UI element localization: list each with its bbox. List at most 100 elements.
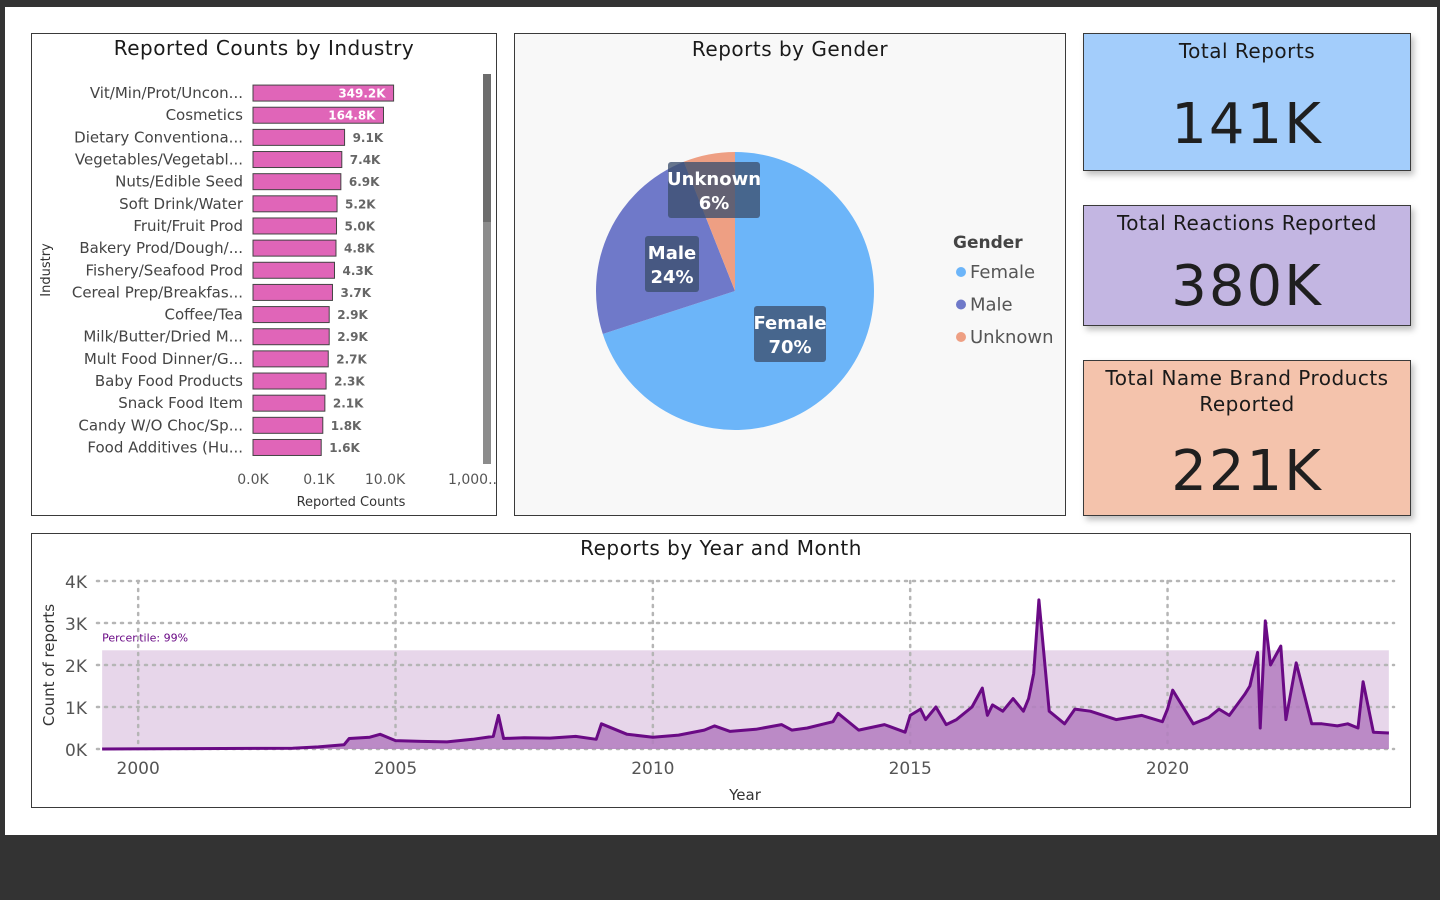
total-reports-card[interactable]: Total Reports 141K [1083, 33, 1411, 171]
timeline-x-tick-label: 2010 [631, 759, 674, 779]
pie-label-background [645, 236, 699, 292]
timeline-y-tick-label: 0K [65, 741, 88, 761]
industry-bar-value-label: 349.2K [338, 87, 386, 101]
industry-bar [252, 372, 327, 390]
industry-category-label: Food Additives (Hu... [87, 438, 243, 456]
industry-bar [252, 128, 346, 146]
gender-chart-title: Reports by Gender [691, 37, 889, 61]
industry-category-label: Candy W/O Choc/Sp... [78, 416, 243, 434]
industry-bar-value-label: 2.9K [337, 308, 368, 322]
industry-chart-title: Reported Counts by Industry [113, 36, 415, 60]
industry-bar [252, 416, 324, 434]
legend-label-female: Female [970, 262, 1035, 283]
pie-label-background [668, 162, 760, 218]
industry-bar-value-label: 9.1K [353, 131, 384, 145]
industry-y-axis-title: Industry [39, 243, 54, 297]
industry-x-tick-label: 0.0K [237, 472, 269, 488]
industry-scrollbar-lower [483, 222, 491, 464]
industry-bar-value-label: 2.7K [336, 352, 367, 366]
industry-x-tick-label: 1,000.... [448, 472, 496, 488]
total-brands-label: Total Name Brand Products Reported [1105, 366, 1389, 416]
industry-bar [252, 438, 322, 456]
industry-chart-panel[interactable]: Reported Counts by Industry Vit/Min/Prot… [31, 33, 497, 516]
industry-bar-value-label: 7.4K [350, 153, 381, 167]
total-brands-card[interactable]: Total Name Brand Products Reported 221K [1083, 360, 1411, 516]
industry-category-label: Cosmetics [166, 106, 244, 124]
total-reports-label: Total Reports [1178, 39, 1316, 63]
timeline-line [102, 598, 1389, 751]
industry-category-label: Mult Food Dinner/G... [84, 350, 243, 368]
industry-category-label: Fishery/Seafood Prod [85, 261, 243, 279]
timeline-y-tick-label: 4K [65, 573, 88, 593]
industry-bar [252, 173, 342, 191]
total-brands-value: 221K [1171, 439, 1323, 504]
industry-bar-value-label: 5.0K [345, 219, 376, 233]
industry-bar-value-label: 2.9K [337, 330, 368, 344]
industry-bar [252, 151, 343, 169]
industry-x-tick-label: 10.0K [365, 472, 406, 488]
industry-scrollbar-thumb [483, 74, 491, 222]
timeline-x-tick-label: 2000 [117, 759, 160, 779]
legend-marker-female [956, 267, 966, 277]
industry-bar-value-label: 164.8K [328, 109, 376, 123]
timeline-chart-panel[interactable]: Reports by Year and Month Percentile: 99… [31, 533, 1411, 808]
industry-bar [252, 350, 329, 368]
industry-bar-value-label: 5.2K [345, 197, 376, 211]
industry-bar-value-label: 4.8K [344, 242, 375, 256]
pie-slice-name-label: Male [648, 243, 696, 264]
industry-bar-value-label: 6.9K [349, 175, 380, 189]
industry-category-label: Fruit/Fruit Prod [133, 217, 243, 235]
industry-x-axis-title: Reported Counts [297, 495, 406, 510]
legend-label-unknown: Unknown [970, 327, 1054, 348]
industry-category-label: Cereal Prep/Breakfas... [72, 283, 243, 301]
industry-bar [252, 328, 330, 346]
total-reactions-card[interactable]: Total Reactions Reported 380K [1083, 205, 1411, 326]
gender-pie-chart: Female 70% Male 24% Unknown 6% Gender Female Mal… [596, 152, 1054, 430]
industry-bar [252, 394, 326, 412]
industry-bar-value-label: 2.3K [334, 375, 365, 389]
industry-category-label: Baby Food Products [95, 372, 243, 390]
industry-bar [252, 106, 384, 124]
timeline-y-tick-label: 1K [65, 699, 88, 719]
timeline-x-axis-title: Year [728, 786, 762, 804]
industry-bar [252, 84, 395, 102]
industry-category-label: Nuts/Edible Seed [115, 173, 243, 191]
timeline-area-chart: Percentile: 99% 0K 1K 2K 3K 4K 2000 2005 2010 201… [40, 573, 1396, 804]
industry-category-label: Bakery Prod/Dough/... [79, 239, 243, 257]
gender-legend-title: Gender [953, 233, 1023, 253]
timeline-y-tick-label: 3K [65, 615, 88, 635]
industry-bar-value-label: 2.1K [333, 397, 364, 411]
industry-bar [252, 261, 335, 279]
industry-bar [252, 195, 338, 213]
pie-slice-percent-label: 24% [650, 267, 693, 288]
industry-category-label: Coffee/Tea [164, 306, 243, 324]
pie-label-background [754, 306, 826, 362]
timeline-chart-title: Reports by Year and Month [580, 536, 862, 560]
timeline-x-tick-label: 2005 [374, 759, 417, 779]
industry-category-label: Milk/Butter/Dried M... [83, 328, 243, 346]
timeline-x-tick-label: 2020 [1146, 759, 1189, 779]
industry-bar [252, 283, 333, 301]
industry-x-tick-label: 0.1K [303, 472, 335, 488]
pie-slice-name-label: Female [753, 313, 826, 334]
timeline-area [102, 599, 1389, 749]
industry-category-label: Vit/Min/Prot/Uncon... [90, 84, 243, 102]
industry-category-label: Dietary Conventiona... [74, 128, 243, 146]
total-reactions-label: Total Reactions Reported [1116, 211, 1377, 235]
industry-category-label: Vegetables/Vegetabl... [75, 151, 243, 169]
legend-marker-male [956, 299, 966, 310]
industry-bar-value-label: 1.8K [331, 419, 362, 433]
legend-marker-unknown [956, 332, 966, 342]
industry-bar-chart: Vit/Min/Prot/Uncon... 349.2K Cosmetics 164.… [39, 74, 496, 510]
timeline-y-tick-label: 2K [65, 657, 88, 677]
timeline-x-tick-label: 2015 [889, 759, 932, 779]
industry-bar-value-label: 1.6K [329, 441, 360, 455]
industry-bar [252, 306, 330, 324]
gender-chart-panel[interactable]: Reports by Gender Female 70% Male 24% Unknow… [514, 33, 1066, 516]
pie-slice-name-label: Unknown [667, 169, 761, 190]
pie-slice-percent-label: 70% [768, 337, 811, 358]
industry-bar [252, 239, 337, 257]
percentile-band-label: Percentile: 99% [102, 631, 188, 644]
industry-category-label: Snack Food Item [118, 394, 243, 412]
timeline-y-axis-title: Count of reports [40, 604, 58, 726]
